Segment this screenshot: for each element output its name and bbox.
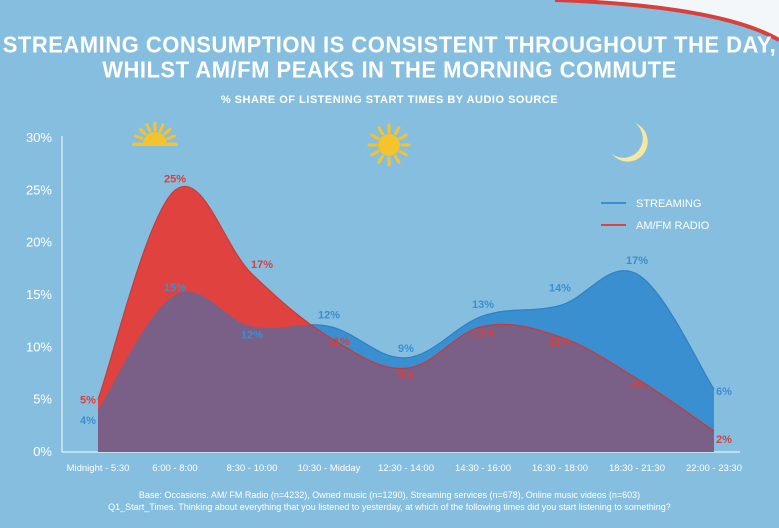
x-tick-label: 8:30 - 10:00: [227, 463, 278, 474]
y-tick-label: 25%: [26, 182, 52, 197]
footnote-base: Base: Occasions. AM/ FM Radio (n=4232), …: [138, 490, 641, 500]
sun-ray: [370, 133, 380, 140]
sun-ray: [394, 126, 401, 136]
icons: [132, 121, 648, 167]
y-tick-label: 30%: [26, 130, 52, 145]
legend: STREAMING AM/FM RADIO: [601, 198, 710, 232]
sunrise-disc: [143, 132, 167, 144]
amfm-radio-data-label: 11%: [328, 336, 350, 348]
amfm-radio-data-label: 11%: [549, 336, 571, 348]
data-labels: 4% 15% 12% 12% 9% 13% 14% 17% 6% 5% 25% 17% 11% 8% 12%…: [80, 173, 732, 446]
x-tick-label: 18:30 - 21:30: [609, 463, 665, 474]
amfm-radio-data-label: 17%: [251, 259, 273, 271]
streaming-data-label: 13%: [472, 299, 494, 311]
x-tick-label: 16:30 - 18:00: [532, 463, 588, 474]
amfm-radio-data-label: 7%: [629, 380, 645, 392]
y-tick-label: 20%: [26, 235, 52, 250]
sunrise-horizon: [132, 143, 178, 146]
x-tick-label: 10:30 - Midday: [298, 463, 361, 474]
amfm-radio-data-label: 2%: [716, 434, 732, 446]
sunrise-ray: [134, 134, 144, 141]
sunrise-ray: [158, 123, 165, 133]
sun-ray: [377, 154, 384, 164]
moon-icon: [612, 123, 648, 162]
streaming-data-label: 14%: [549, 282, 571, 294]
amfm-radio-data-label: 8%: [398, 369, 414, 381]
corner-swoosh-line: [554, 0, 779, 42]
sun-icon: [367, 123, 411, 167]
streaming-data-label: 12%: [241, 329, 263, 341]
sunrise-ray: [163, 127, 172, 136]
streaming-data-label: 6%: [716, 386, 732, 398]
corner-swoosh: [560, 0, 779, 40]
legend-amfm-label: AM/FM RADIO: [636, 220, 710, 232]
footnote-question: Q1_Start_Times. Thinking about everythin…: [108, 502, 671, 512]
legend-streaming-label: STREAMING: [636, 198, 701, 210]
x-tick-label: 6:00 - 8:00: [152, 463, 197, 474]
sunrise-icon: [132, 121, 178, 146]
y-tick-label: 0%: [33, 444, 52, 459]
x-tick-label: Midnight - 5:30: [67, 463, 130, 474]
moon-crescent: [612, 123, 648, 162]
sun-ray: [398, 150, 408, 157]
streaming-data-label: 12%: [318, 309, 340, 321]
amfm-radio-data-label: 12%: [472, 327, 494, 339]
areas: [97, 186, 715, 452]
x-tick-label: 14:30 - 16:00: [455, 463, 511, 474]
streaming-data-label: 4%: [80, 415, 96, 427]
x-tick-label: 22:00 - 23:30: [686, 463, 742, 474]
chart-subtitle: % SHARE OF LISTENING START TIMES BY AUDI…: [220, 94, 559, 106]
sunrise-ray: [145, 123, 152, 133]
y-tick-label: 10%: [26, 339, 52, 354]
sun-ray: [377, 126, 384, 136]
sun-ray: [398, 133, 408, 140]
amfm-radio-line: [97, 186, 715, 432]
sun-ray: [370, 150, 380, 157]
amfm-radio-data-label: 25%: [164, 173, 186, 185]
chart-title-line-2: WHILST AM/FM PEAKS IN THE MORNING COMMUT…: [102, 56, 677, 83]
sun-ray: [394, 154, 401, 164]
y-tick-label: 15%: [26, 287, 52, 302]
chart-title-line-1: STREAMING CONSUMPTION IS CONSISTENT THRO…: [2, 31, 777, 58]
streaming-data-label: 17%: [626, 255, 648, 267]
x-tick-label: 12:30 - 14:00: [378, 463, 434, 474]
sun-disc: [378, 134, 400, 156]
amfm-radio-data-label: 5%: [80, 395, 96, 407]
streaming-data-label: 9%: [398, 343, 414, 355]
sunrise-ray: [166, 134, 176, 141]
streaming-data-label: 15%: [164, 282, 186, 294]
sunrise-ray: [138, 127, 147, 136]
y-tick-label: 5%: [33, 392, 52, 407]
overlap-area: [98, 270, 714, 452]
